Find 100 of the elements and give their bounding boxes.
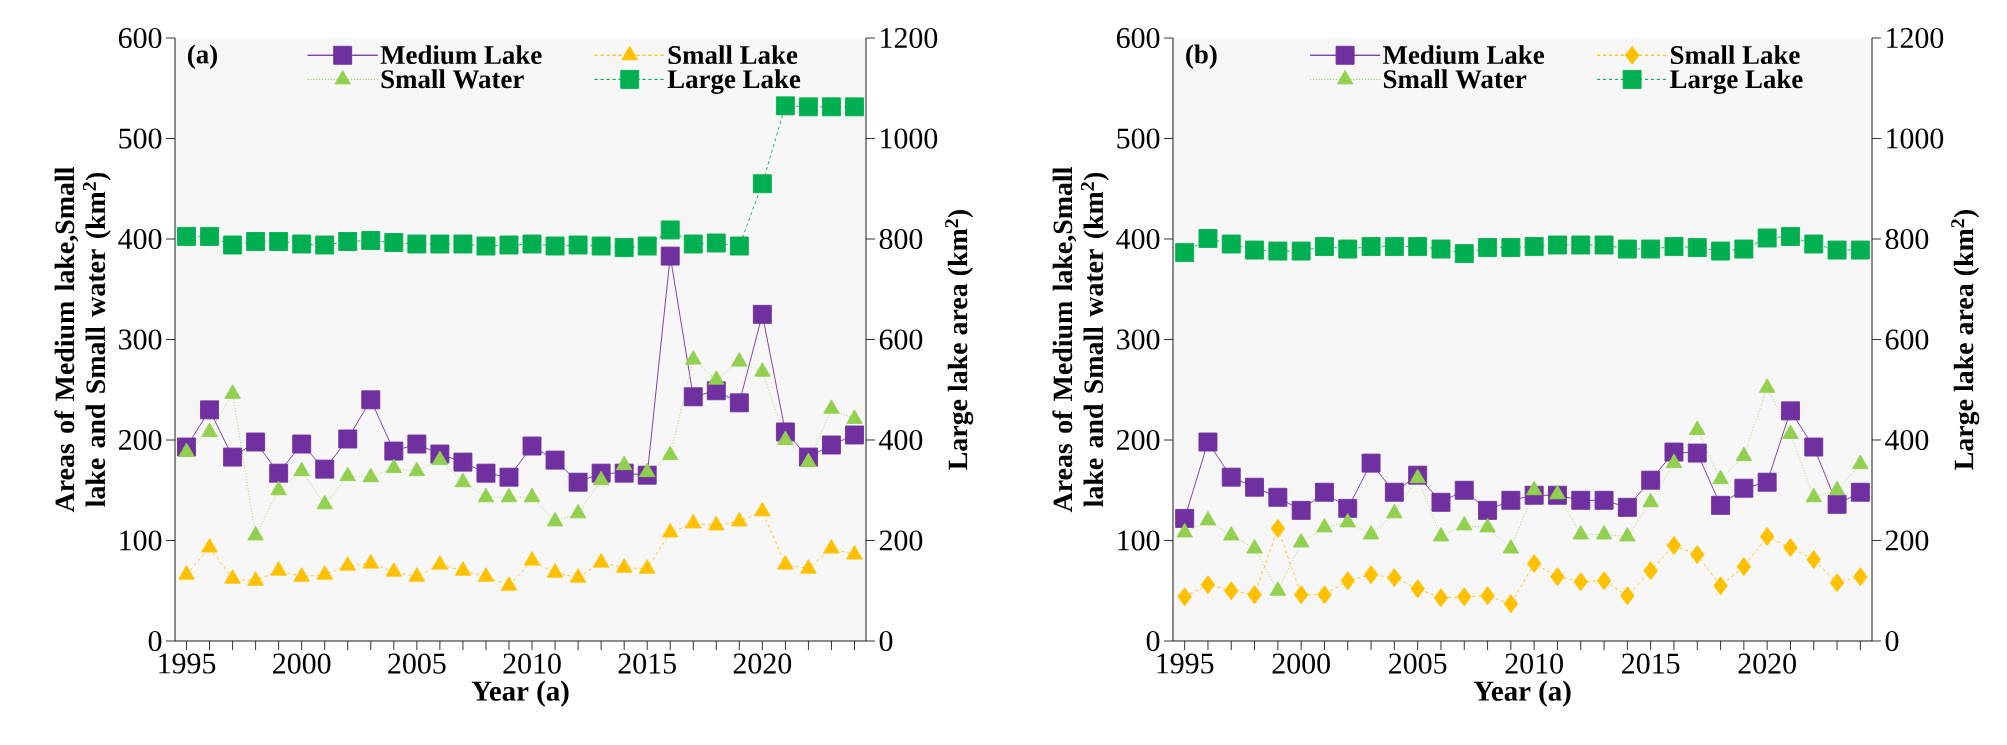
point: [638, 462, 656, 478]
x-tick-label: 2010: [1505, 653, 1563, 674]
point: [1408, 237, 1428, 256]
point: [224, 569, 241, 584]
point: [637, 236, 657, 256]
point: [752, 304, 772, 324]
point: [499, 467, 519, 487]
point: [269, 463, 289, 483]
point: [823, 539, 840, 554]
point: [777, 555, 794, 570]
point: [522, 436, 542, 456]
point: [476, 463, 496, 483]
point: [1781, 227, 1800, 246]
chart-title: (b): [1186, 44, 1217, 69]
point: [361, 390, 381, 410]
point: [1198, 229, 1218, 248]
point: [708, 515, 725, 531]
point: [845, 97, 864, 117]
point: [591, 236, 611, 256]
point: [568, 235, 588, 255]
legend-label: Large Lake: [667, 69, 801, 94]
point: [315, 235, 335, 255]
point: [846, 409, 863, 424]
point: [431, 555, 449, 570]
chart-title: (a): [187, 44, 217, 69]
point: [1757, 228, 1777, 248]
point: [846, 545, 863, 560]
point: [223, 447, 243, 467]
y-tick-label: 500: [119, 128, 162, 149]
point: [338, 232, 358, 251]
x-tick-label: 2010: [503, 653, 561, 674]
point: [454, 561, 472, 576]
y-tick-label: 100: [120, 530, 162, 551]
point: [476, 236, 496, 256]
point: [316, 565, 333, 580]
y-tick-label: 0: [148, 630, 162, 652]
point: [361, 231, 381, 250]
point: [731, 352, 748, 367]
point: [592, 470, 610, 486]
point: [523, 487, 541, 503]
point: [385, 562, 403, 577]
point: [661, 445, 679, 461]
point: [1454, 244, 1474, 264]
point: [477, 567, 495, 582]
point: [1850, 240, 1870, 260]
y-tick-label: 400: [118, 228, 162, 250]
point: [800, 559, 817, 574]
point: [247, 526, 264, 541]
point: [1687, 238, 1707, 257]
y-tick-label: 0: [1146, 630, 1160, 652]
point: [500, 487, 518, 503]
legend-label: Small Lake: [668, 45, 798, 65]
y2-tick-label: 1000: [881, 128, 938, 149]
y2-axis-title: Large lake area (km$^{2}$): [1951, 209, 1980, 470]
point: [822, 97, 841, 117]
point: [1734, 239, 1754, 259]
point: [638, 559, 656, 574]
point: [270, 561, 287, 576]
legend-label: Small Water: [381, 69, 524, 89]
y-tick-label: 600: [118, 27, 162, 49]
point: [453, 452, 473, 472]
point: [800, 452, 817, 468]
y-tick-label: 400: [1116, 228, 1160, 250]
point: [453, 234, 473, 254]
y2-tick-label: 0: [1885, 630, 1899, 652]
point: [569, 503, 587, 519]
x-tick-label: 2005: [388, 653, 446, 674]
x-tick-label: 2005: [1389, 653, 1447, 674]
point: [1361, 237, 1381, 256]
y2-tick-label: 1200: [1887, 27, 1944, 49]
x-tick-label: 1995: [1157, 653, 1214, 674]
point: [546, 511, 564, 527]
point: [752, 174, 772, 194]
point: [1804, 234, 1824, 254]
point: [499, 235, 519, 255]
point: [339, 466, 356, 482]
x-tick-label: 2015: [1622, 653, 1680, 674]
point: [546, 563, 564, 578]
point: [1594, 235, 1614, 255]
point: [1431, 239, 1451, 259]
point: [338, 429, 358, 449]
point: [823, 399, 840, 414]
y2-tick-label: 800: [879, 228, 923, 250]
point: [592, 553, 610, 568]
point: [1221, 234, 1241, 254]
point: [431, 450, 449, 466]
point: [1641, 239, 1661, 259]
point: [1711, 241, 1731, 261]
point: [798, 97, 818, 117]
point: [408, 567, 426, 582]
point: [1384, 237, 1404, 256]
x-tick-label: 2020: [733, 653, 792, 674]
point: [1175, 243, 1195, 263]
y2-tick-label: 400: [1885, 429, 1929, 451]
point: [1478, 238, 1498, 257]
point: [224, 384, 241, 399]
point: [339, 556, 356, 571]
y-tick-label: 500: [1117, 128, 1160, 149]
legend-label: Small Water: [1383, 69, 1527, 89]
y2-tick-label: 800: [1885, 228, 1929, 250]
